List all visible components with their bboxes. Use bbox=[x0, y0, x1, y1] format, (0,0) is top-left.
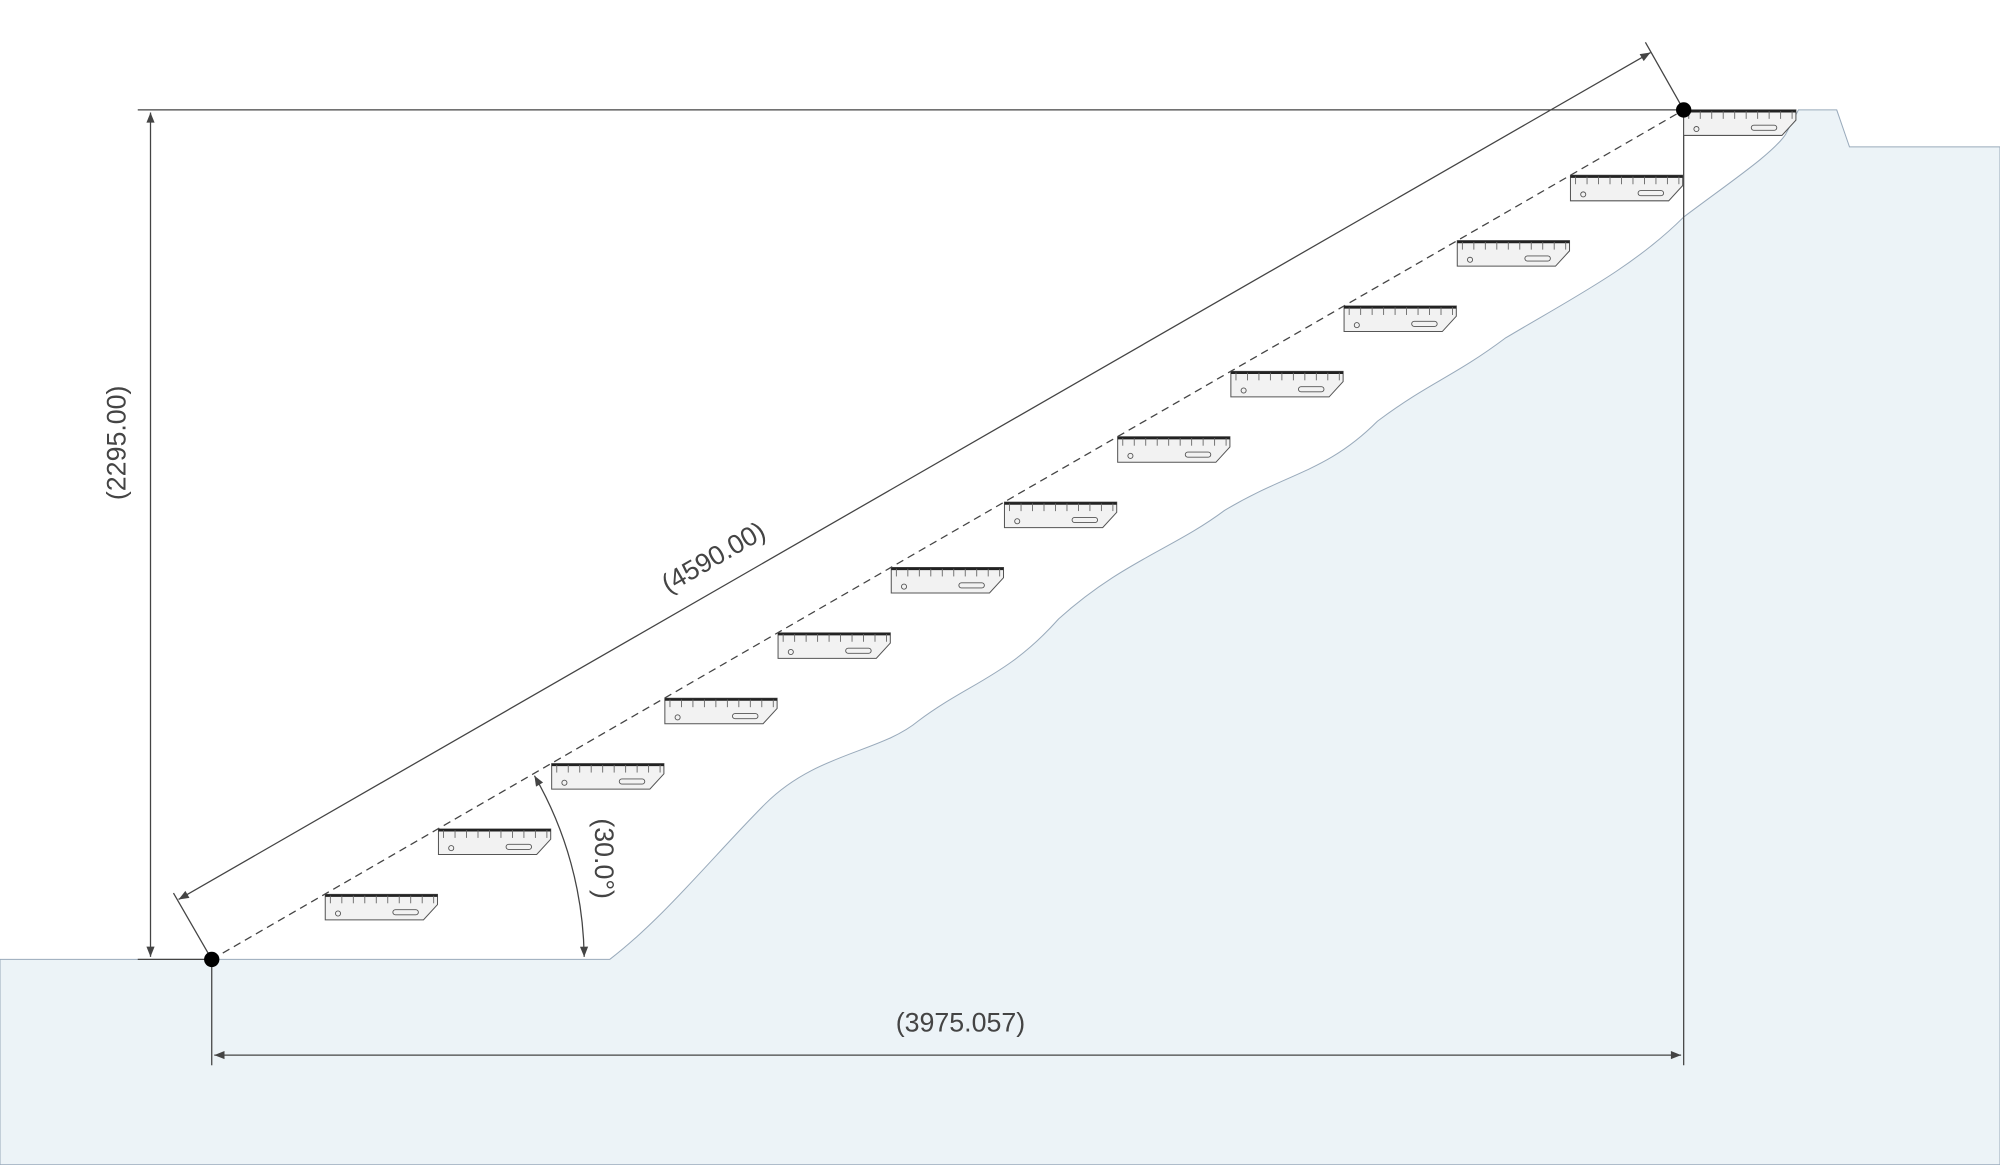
step-slot bbox=[1750, 124, 1778, 131]
step-hole bbox=[787, 649, 794, 656]
step-hole bbox=[1693, 126, 1700, 133]
step-slot bbox=[732, 713, 759, 720]
step-slot bbox=[845, 647, 872, 654]
step-slot bbox=[1184, 451, 1212, 458]
step-hole bbox=[1127, 452, 1134, 459]
step-slot bbox=[392, 909, 419, 916]
step-hole bbox=[1353, 322, 1360, 329]
extension-line bbox=[1644, 42, 1685, 111]
step-slot bbox=[1071, 517, 1099, 523]
step-slot bbox=[618, 778, 646, 785]
step bbox=[664, 697, 778, 725]
angle-label: (30.0°) bbox=[589, 818, 619, 899]
step bbox=[1343, 305, 1457, 333]
step bbox=[1569, 174, 1684, 202]
step-slot bbox=[958, 582, 985, 589]
step-hole bbox=[1467, 256, 1474, 263]
step-hole bbox=[901, 583, 908, 590]
step-hole bbox=[1014, 518, 1021, 525]
step-slot bbox=[1637, 190, 1665, 197]
step bbox=[890, 567, 1005, 594]
step bbox=[1230, 370, 1344, 398]
step bbox=[1003, 501, 1118, 529]
step bbox=[437, 828, 552, 856]
height-label: (2295.00) bbox=[102, 386, 132, 501]
steps bbox=[324, 109, 1797, 921]
step bbox=[777, 632, 891, 659]
horizontal-length-label: (3975.057) bbox=[896, 1008, 1025, 1038]
angle-arc bbox=[533, 775, 589, 957]
step-hole bbox=[1240, 387, 1247, 394]
step bbox=[324, 893, 439, 921]
step-hole bbox=[1580, 191, 1587, 198]
point bbox=[204, 951, 220, 968]
step-slot bbox=[505, 843, 533, 850]
slope-length-label: (4590.00) bbox=[656, 516, 770, 599]
step bbox=[551, 763, 665, 790]
step bbox=[1683, 109, 1797, 136]
step-hole bbox=[674, 714, 681, 721]
step-hole bbox=[448, 845, 455, 852]
step-hole bbox=[335, 910, 342, 917]
step-slot bbox=[1411, 320, 1438, 327]
step bbox=[1117, 436, 1231, 463]
step-hole bbox=[561, 779, 568, 786]
point bbox=[1676, 102, 1692, 118]
extension-line bbox=[172, 892, 213, 960]
dimension-line bbox=[178, 51, 1651, 901]
step-slot bbox=[1524, 255, 1551, 262]
step-slot bbox=[1298, 386, 1325, 393]
step bbox=[1456, 240, 1571, 267]
